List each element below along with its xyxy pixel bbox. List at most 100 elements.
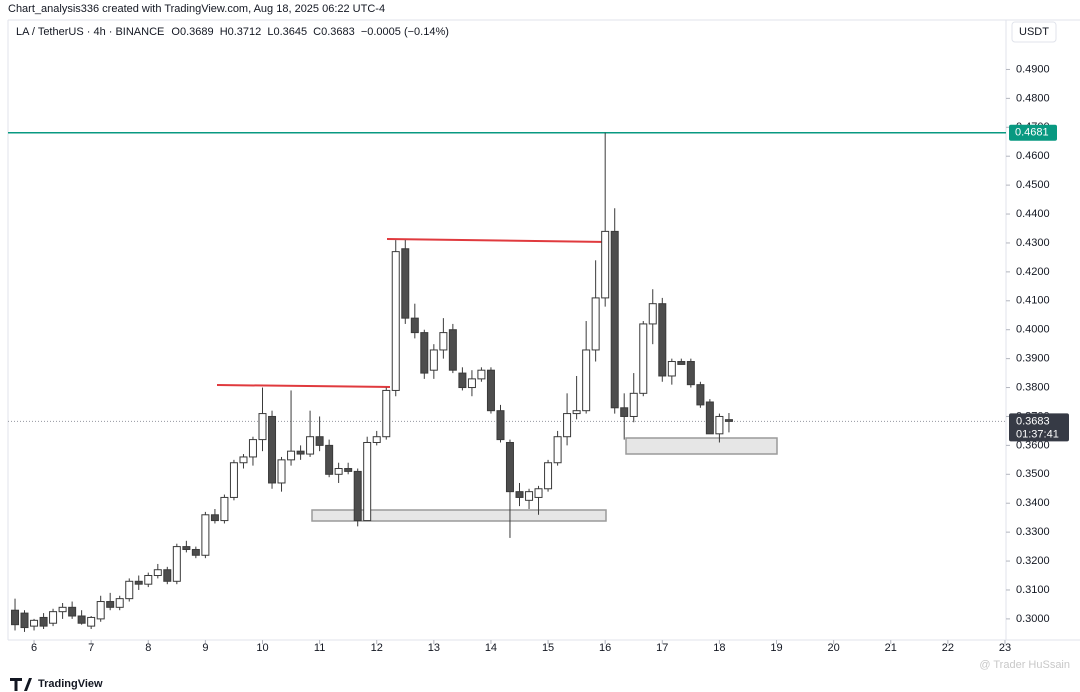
y-tick-label: 0.3200 (1016, 555, 1050, 567)
candle-body (115, 598, 124, 608)
y-tick-label: 0.4300 (1016, 237, 1050, 249)
x-tick-label: 19 (770, 642, 782, 654)
logo-mark (10, 678, 32, 691)
currency[interactable]: USDT (1019, 26, 1049, 38)
candle-body (287, 450, 296, 461)
candle-body (344, 468, 353, 472)
candle-body (439, 332, 448, 351)
candle-body (544, 462, 553, 490)
candle-body (648, 303, 657, 325)
currency-button[interactable] (1011, 21, 1057, 43)
credit: Chart_analysis336 created with TradingVi… (8, 3, 385, 15)
candle-body (610, 230, 619, 409)
x-tick-label: 9 (202, 642, 208, 654)
candle-body (77, 615, 86, 624)
resistance-line (386, 238, 609, 243)
candle-body (96, 601, 105, 620)
candle-body (58, 606, 67, 613)
x-tick-label: 15 (542, 642, 554, 654)
candle-body (477, 369, 486, 380)
candle-body (248, 439, 257, 458)
resistance-line (216, 384, 391, 388)
candle-body (391, 251, 400, 391)
candle-body (639, 323, 648, 394)
candle-body (705, 401, 714, 435)
high: H0.3712 (220, 26, 262, 38)
candle-body (182, 546, 191, 550)
candle-body (401, 248, 410, 319)
candle-body (420, 332, 429, 374)
x-tick-label: 12 (371, 642, 383, 654)
brand: TradingView (38, 678, 103, 690)
x-tick-label: 6 (31, 642, 37, 654)
candle-body (496, 410, 505, 441)
candle-body (20, 612, 29, 629)
candle-body (87, 616, 96, 627)
candle-body (201, 514, 210, 556)
candle-body (686, 361, 695, 386)
candle-body (696, 384, 705, 406)
symbol: LA / TetherUS · 4h · BINANCE (16, 26, 164, 38)
candle-body (572, 410, 581, 415)
candle-body (125, 580, 134, 600)
candle-body (39, 616, 48, 627)
y-tick-label: 0.3800 (1016, 381, 1050, 393)
y-tick-label: 0.3400 (1016, 497, 1050, 509)
candle-body (363, 441, 372, 522)
candle-body (30, 619, 39, 627)
y-tick-label: 0.4100 (1016, 295, 1050, 307)
low: L0.3645 (267, 26, 307, 38)
x-tick-label: 17 (656, 642, 668, 654)
candle-body (106, 601, 115, 608)
x-tick-label: 13 (428, 642, 440, 654)
candle-body (153, 569, 162, 577)
candle-body (553, 436, 562, 464)
candle-body (49, 611, 58, 624)
candle-body (258, 413, 267, 441)
candle-body (229, 462, 238, 498)
y-tick-label: 0.4200 (1016, 266, 1050, 278)
x-tick-label: 20 (828, 642, 840, 654)
candle-body (315, 436, 324, 446)
candle-body (582, 349, 591, 412)
countdown: 01:37:41 (1016, 428, 1059, 440)
candle-body (191, 548, 200, 556)
candle-body (601, 230, 610, 299)
candle-body (486, 369, 495, 412)
y-tick-label: 0.3500 (1016, 468, 1050, 480)
candle-body (658, 303, 667, 377)
open: O0.3689 (171, 26, 213, 38)
candle-body (563, 413, 572, 438)
candle-body (724, 419, 733, 422)
y-tick-label: 0.4600 (1016, 150, 1050, 162)
x-tick-label: 22 (942, 642, 954, 654)
candle-body (620, 407, 629, 417)
candle-body (629, 392, 638, 417)
candle-body (677, 361, 686, 365)
y-tick-label: 0.3600 (1016, 439, 1050, 451)
candle-body (334, 468, 343, 475)
y-tick-label: 0.4000 (1016, 324, 1050, 336)
candle-body (467, 378, 476, 389)
close: C0.3683 (313, 26, 355, 38)
candle-body (163, 569, 172, 582)
candle-body (210, 514, 219, 522)
x-tick-label: 21 (885, 642, 897, 654)
candle-body (306, 436, 315, 455)
candle-body (353, 470, 362, 522)
candle-body (715, 415, 724, 435)
x-tick-label: 18 (713, 642, 725, 654)
brand-logo: TradingView (10, 678, 103, 691)
y-tick-label: 0.3900 (1016, 353, 1050, 365)
last-price-label-bg (1009, 413, 1069, 442)
candle-body (667, 361, 676, 377)
candle-body (268, 415, 277, 484)
y-tick-label: 0.3000 (1016, 613, 1050, 625)
candle-body (134, 580, 143, 585)
candle-body (429, 349, 438, 371)
x-tick-label: 8 (145, 642, 151, 654)
candle-body (172, 546, 181, 582)
candle-body (591, 297, 600, 351)
y-tick-label: 0.3100 (1016, 584, 1050, 596)
